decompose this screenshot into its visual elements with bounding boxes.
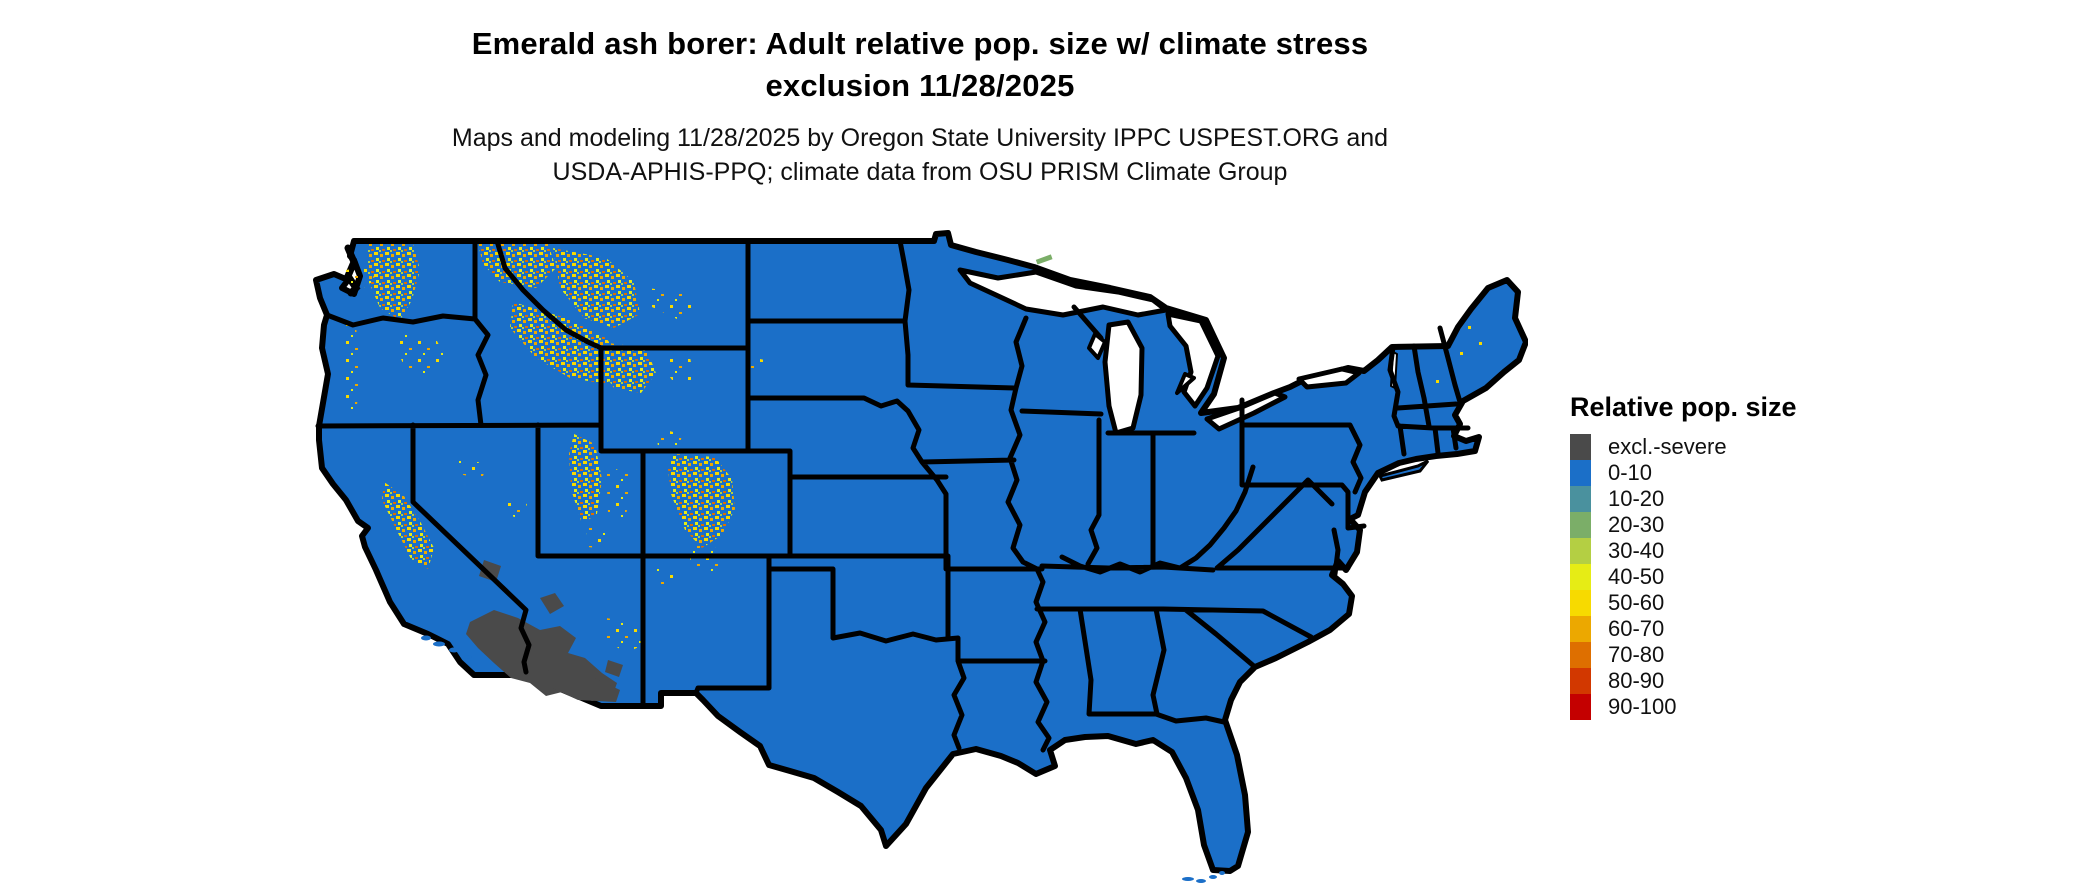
saginaw-bay	[1175, 372, 1196, 395]
legend-swatch	[1570, 434, 1591, 460]
legend-item: 40-50	[1570, 564, 1797, 590]
channel-island	[464, 655, 472, 659]
legend-item: 0-10	[1570, 460, 1797, 486]
legend-item-label: 70-80	[1608, 642, 1665, 667]
long-island	[1377, 459, 1430, 482]
state-borders	[315, 238, 1471, 753]
great-lakes	[957, 267, 1398, 436]
map-legend: Relative pop. size excl.-severe 0-10 10-…	[1570, 392, 1797, 720]
legend-swatch	[1570, 616, 1591, 642]
legend-item-label: 0-10	[1608, 460, 1653, 485]
legend-item-label: excl.-severe	[1608, 434, 1727, 459]
legend-swatch	[1570, 642, 1591, 668]
map-title-line1: Emerald ash borer: Adult relative pop. s…	[471, 26, 1369, 61]
offshore-islands	[421, 635, 1225, 883]
legend-title: Relative pop. size	[1570, 392, 1797, 422]
lake-michigan	[1102, 319, 1145, 436]
channel-island	[433, 641, 445, 647]
legend-swatch	[1570, 590, 1591, 616]
lake-huron	[1165, 311, 1221, 409]
legend-item: 20-30	[1570, 512, 1797, 538]
legend-item: 60-70	[1570, 616, 1797, 642]
speckle-sparse-mountains	[342, 266, 765, 653]
florida-key	[1219, 871, 1225, 875]
legend-item: 10-20	[1570, 486, 1797, 512]
channel-island	[421, 635, 431, 641]
florida-key	[1196, 879, 1206, 883]
northeast-speckles	[1436, 326, 1482, 383]
legend-item: excl.-severe	[1570, 434, 1797, 460]
legend-item-label: 80-90	[1608, 668, 1665, 693]
legend-swatch	[1570, 486, 1591, 512]
us-landmass	[313, 230, 1528, 874]
legend-item: 80-90	[1570, 668, 1797, 694]
legend-swatch	[1570, 564, 1591, 590]
legend-item: 90-100	[1570, 694, 1797, 720]
channel-island	[449, 647, 459, 653]
legend-swatch	[1570, 538, 1591, 564]
legend-item-label: 50-60	[1608, 590, 1665, 615]
legend-item: 70-80	[1570, 642, 1797, 668]
florida-key	[1182, 877, 1194, 881]
lake-superior	[957, 267, 1169, 318]
lake-ontario	[1296, 366, 1362, 390]
map-title-line2: exclusion 11/28/2025	[765, 68, 1075, 103]
legend-item-label: 10-20	[1608, 486, 1665, 511]
legend-item-label: 60-70	[1608, 616, 1665, 641]
excluded-severe-region	[466, 560, 623, 702]
legend-item-label: 20-30	[1608, 512, 1665, 537]
legend-swatch	[1570, 512, 1591, 538]
us-choropleth-map	[313, 230, 1528, 883]
map-subtitle-line1: Maps and modeling 11/28/2025 by Oregon S…	[451, 124, 1389, 152]
isle-royale	[1035, 254, 1053, 265]
legend-item: 50-60	[1570, 590, 1797, 616]
speckle-dense-mountains	[368, 244, 735, 569]
legend-swatch	[1570, 460, 1591, 486]
legend-item-label: 90-100	[1608, 694, 1677, 719]
legend-item-label: 30-40	[1608, 538, 1665, 563]
legend-swatch	[1570, 668, 1591, 694]
legend-item: 30-40	[1570, 538, 1797, 564]
map-subtitle-line2: USDA-APHIS-PPQ; climate data from OSU PR…	[552, 158, 1288, 186]
legend-item-label: 40-50	[1608, 564, 1665, 589]
legend-swatch	[1570, 694, 1591, 720]
florida-key	[1209, 875, 1217, 879]
